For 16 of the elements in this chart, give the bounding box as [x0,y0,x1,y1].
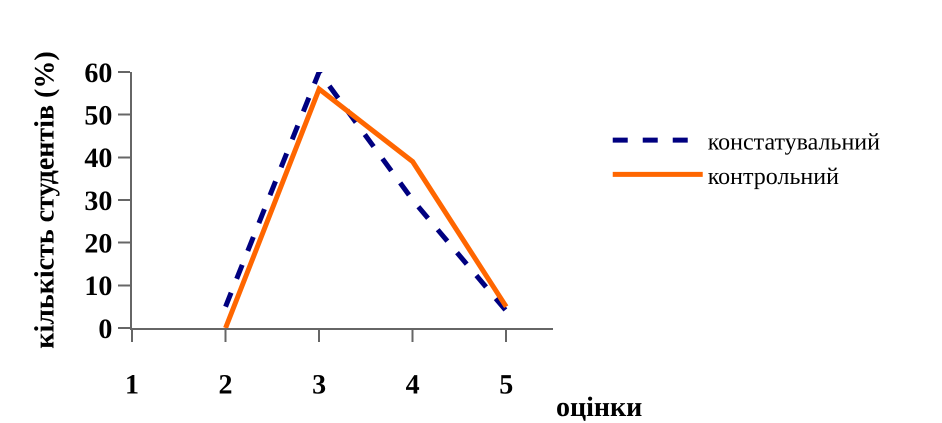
x-tick-label: 1 [125,370,139,401]
x-tick-label: 2 [218,370,233,401]
x-tick-label: 4 [406,370,420,401]
y-tick-label: 60 [84,58,112,89]
y-tick-label: 40 [84,143,112,174]
y-axis-title: кількість студентів (%) [30,51,61,349]
y-tick-label: 30 [84,186,112,217]
legend-label: контрольний [708,164,840,190]
x-tick-label: 3 [312,370,326,401]
x-axis-title: оцінки [556,392,642,423]
y-tick-label: 10 [84,271,112,302]
y-tick-label: 20 [84,228,112,260]
y-tick-label: 50 [84,100,112,132]
legend-label: констатувальний [708,130,880,156]
x-tick-label: 5 [499,370,514,401]
y-tick-label: 0 [98,314,112,345]
